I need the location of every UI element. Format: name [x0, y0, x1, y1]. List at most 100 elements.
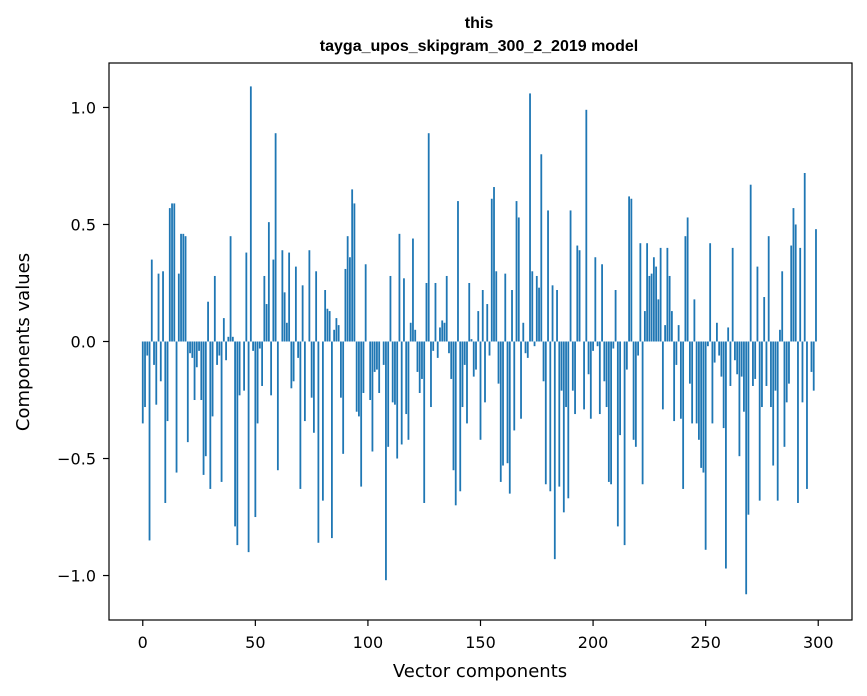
bar-189: [567, 341, 570, 499]
bar-65: [288, 252, 291, 342]
bar-168: [520, 341, 522, 419]
bar-219: [634, 341, 637, 447]
x-tick-label-50: 50: [245, 633, 265, 652]
bar-233: [666, 247, 669, 342]
y-tick-label-0: −1.0: [57, 567, 96, 586]
bar-278: [767, 236, 770, 342]
y-tick-label-4: 1.0: [71, 98, 96, 117]
bar-210: [614, 290, 617, 342]
bar-295: [806, 341, 808, 489]
bar-226: [650, 273, 653, 342]
bar-108: [385, 341, 387, 581]
bar-179: [544, 341, 547, 485]
bar-4: [150, 259, 153, 342]
bar-38: [227, 336, 230, 342]
bar-170: [524, 341, 527, 354]
bar-152: [484, 341, 486, 403]
bar-127: [427, 133, 430, 342]
bar-132: [439, 327, 441, 342]
bar-57: [270, 341, 273, 396]
bar-2: [146, 341, 149, 356]
bar-285: [783, 341, 786, 447]
x-tick-label-300: 300: [803, 633, 834, 652]
bar-64: [285, 322, 288, 342]
bar-12: [168, 208, 171, 342]
bar-96: [358, 341, 360, 417]
bar-177: [540, 154, 543, 342]
bar-103: [373, 341, 376, 372]
bar-257: [720, 341, 723, 377]
bar-39: [229, 236, 232, 342]
bar-107: [382, 341, 385, 365]
bar-133: [441, 320, 444, 342]
bar-24: [195, 341, 198, 368]
bar-150: [479, 341, 482, 440]
bar-34: [218, 341, 221, 356]
bar-31: [211, 341, 214, 417]
bar-7: [157, 273, 160, 342]
bar-19: [184, 236, 187, 342]
bar-279: [770, 341, 772, 408]
y-tick-label-2: 0.0: [71, 333, 96, 352]
bar-191: [571, 341, 574, 391]
bar-288: [790, 245, 793, 342]
bar-29: [207, 301, 209, 342]
bar-204: [601, 264, 603, 342]
bar-148: [475, 341, 477, 370]
x-tick-label-150: 150: [465, 633, 496, 652]
x-tick-label-250: 250: [690, 633, 721, 652]
bar-49: [252, 341, 254, 351]
bar-212: [619, 341, 621, 436]
bar-253: [711, 341, 714, 424]
bar-205: [603, 341, 606, 382]
bar-260: [727, 327, 730, 342]
bar-157: [495, 271, 498, 342]
bar-162: [506, 341, 509, 464]
bar-230: [659, 247, 662, 342]
bar-299: [815, 229, 817, 342]
bar-70: [299, 341, 302, 489]
y-tick-label-3: 0.5: [71, 215, 96, 234]
bar-261: [729, 341, 732, 386]
bar-234: [668, 275, 671, 342]
bar-262: [731, 247, 734, 342]
bar-282: [776, 341, 779, 501]
bar-175: [535, 275, 538, 342]
bar-207: [607, 341, 610, 482]
bar-120: [412, 238, 414, 342]
bar-289: [792, 208, 795, 342]
bar-252: [709, 243, 712, 342]
bar-41: [234, 341, 236, 527]
bar-220: [637, 341, 640, 356]
bar-0: [141, 341, 144, 424]
bar-294: [803, 173, 806, 342]
chart-title-line-1: this: [465, 15, 494, 32]
bar-267: [743, 341, 745, 412]
bar-27: [202, 341, 205, 475]
bar-104: [376, 341, 378, 370]
bar-202: [596, 341, 599, 347]
bar-105: [378, 341, 381, 393]
bar-36: [222, 318, 225, 342]
bar-250: [704, 341, 707, 550]
bar-247: [698, 341, 700, 440]
bar-45: [243, 341, 245, 391]
bar-192: [574, 341, 576, 415]
bar-224: [646, 243, 649, 342]
bar-15: [175, 341, 178, 473]
bar-194: [578, 250, 581, 342]
bar-67: [292, 341, 295, 382]
bar-243: [688, 341, 691, 384]
bar-51: [256, 341, 259, 424]
bar-110: [389, 275, 392, 342]
bar-235: [670, 311, 673, 342]
bar-95: [355, 341, 358, 412]
bar-171: [526, 341, 529, 358]
bar-265: [738, 341, 741, 457]
bar-276: [763, 297, 766, 342]
bar-268: [745, 341, 748, 595]
bar-298: [812, 341, 815, 391]
bar-181: [549, 341, 552, 492]
bar-151: [481, 290, 484, 342]
bar-236: [673, 341, 676, 422]
